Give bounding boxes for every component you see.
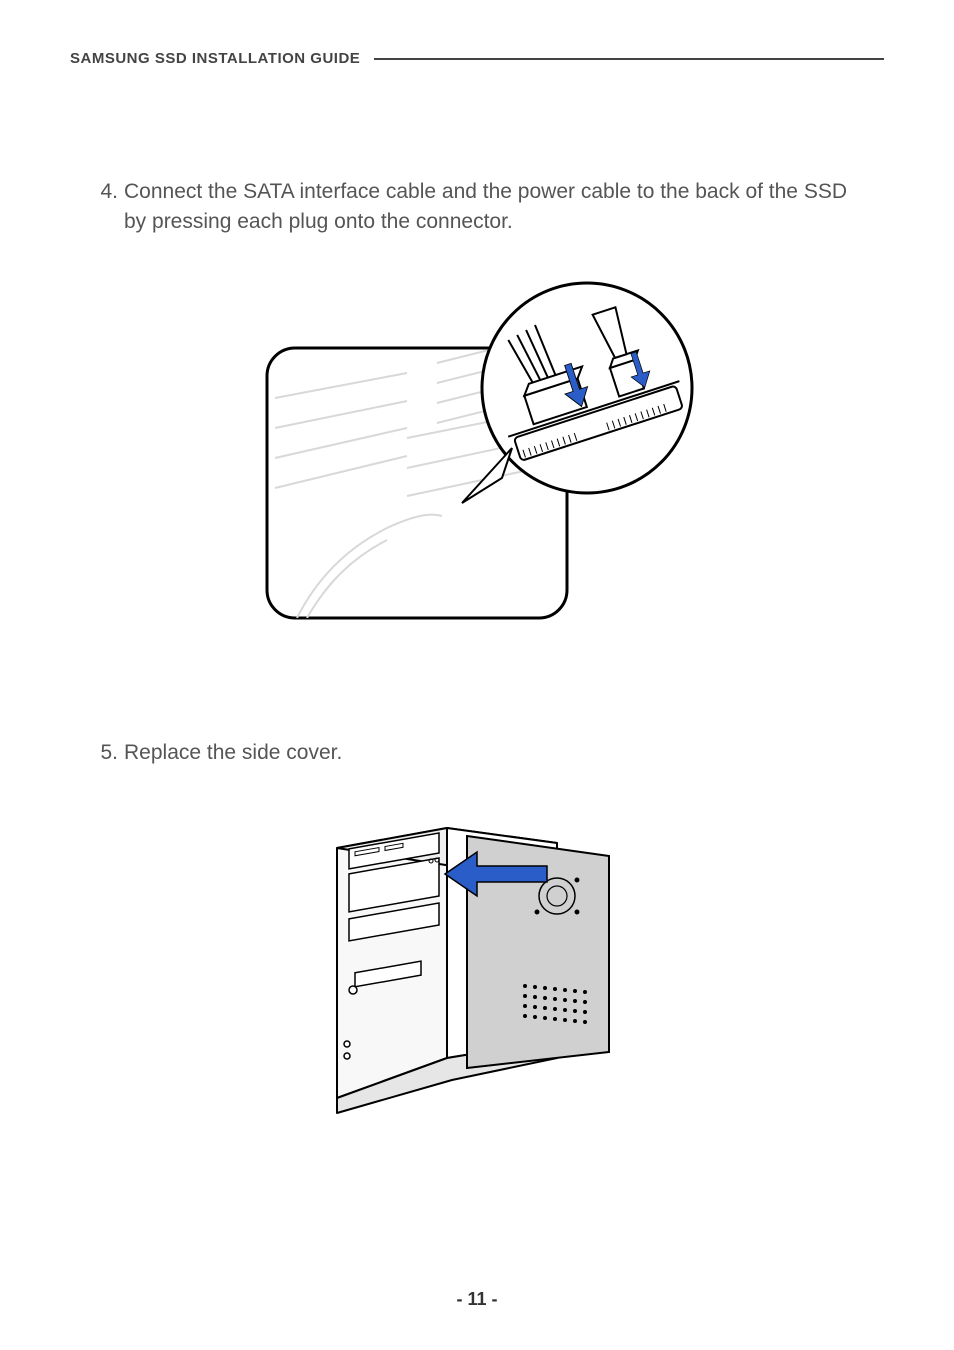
step-number: 5. [90, 738, 118, 768]
step-number: 4. [90, 177, 118, 238]
content: 4. Connect the SATA interface cable and … [70, 67, 884, 1118]
step-text: Connect the SATA interface cable and the… [124, 177, 864, 238]
step-4: 4. Connect the SATA interface cable and … [90, 177, 864, 238]
page-number: - 11 - [0, 1289, 954, 1310]
step-text: Replace the side cover. [124, 738, 342, 768]
header-title: SAMSUNG SSD INSTALLATION GUIDE [70, 50, 360, 67]
step-5: 5. Replace the side cover. [90, 738, 864, 768]
figure-case [90, 808, 864, 1118]
header-rule [374, 58, 884, 60]
figure-cable [90, 278, 864, 638]
header: SAMSUNG SSD INSTALLATION GUIDE [70, 50, 884, 67]
